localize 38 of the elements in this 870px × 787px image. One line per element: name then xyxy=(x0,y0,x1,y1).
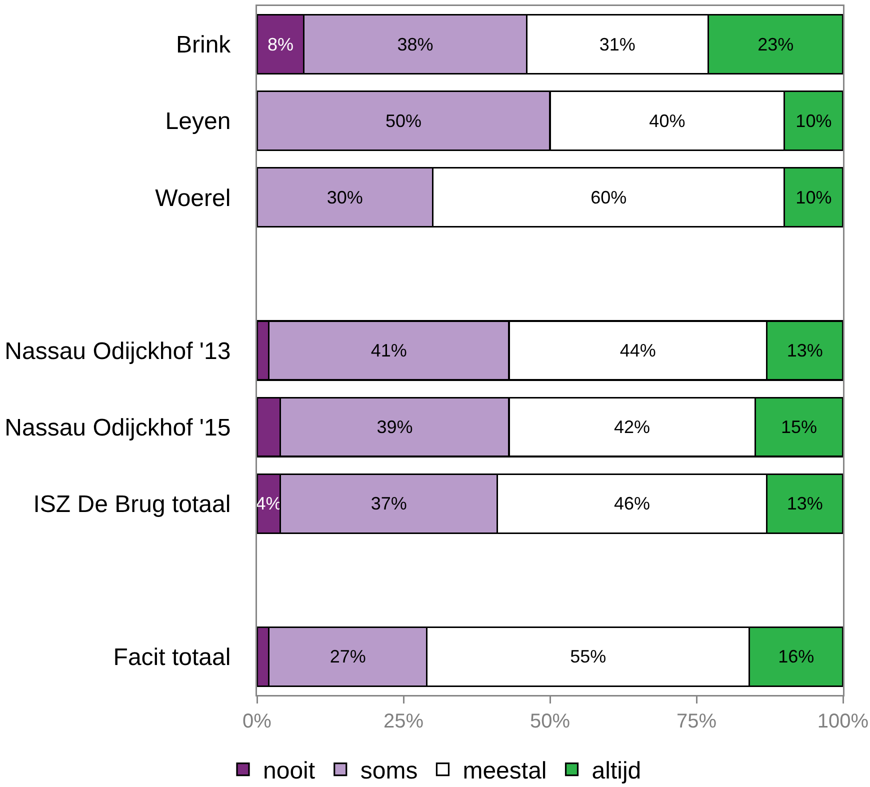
data-label: 27% xyxy=(330,646,366,667)
data-label: 50% xyxy=(385,110,422,131)
legend-label: altijd xyxy=(592,758,642,785)
y-tick-label: ISZ De Brug totaal xyxy=(33,491,231,518)
data-label: 13% xyxy=(786,340,823,360)
legend-label: meestal xyxy=(462,758,547,785)
data-label: 42% xyxy=(614,417,650,438)
legend-label: soms xyxy=(360,758,418,785)
data-label: 37% xyxy=(370,494,407,514)
data-label: 31% xyxy=(599,34,636,54)
y-tick-label: Nassau Odijckhof '13 xyxy=(4,338,231,365)
data-label: 15% xyxy=(781,417,818,438)
data-label: 10% xyxy=(796,187,832,208)
data-label: 38% xyxy=(397,34,434,54)
y-tick-label: Nassau Odijckhof '15 xyxy=(4,414,231,442)
x-tick-label: 0% xyxy=(242,710,272,732)
data-label: 8% xyxy=(267,34,294,54)
data-label: 41% xyxy=(370,340,407,360)
data-label: 10% xyxy=(796,110,832,131)
data-label: 23% xyxy=(758,34,794,54)
data-label: 55% xyxy=(570,646,606,667)
data-label: 39% xyxy=(376,417,413,438)
x-tick-label: 100% xyxy=(817,710,869,732)
data-label: 46% xyxy=(614,494,650,514)
data-label: 16% xyxy=(778,646,814,667)
x-tick-label: 25% xyxy=(383,710,424,732)
y-tick-label: Leyen xyxy=(165,108,231,136)
y-tick-label: Facit totaal xyxy=(113,644,231,672)
data-label: 60% xyxy=(590,187,627,208)
data-label: 30% xyxy=(326,187,363,208)
legend-label: nooit xyxy=(263,758,316,785)
x-tick-label: 75% xyxy=(676,710,717,732)
data-label: 44% xyxy=(620,340,656,360)
y-tick-label: Brink xyxy=(176,32,232,59)
data-label: 40% xyxy=(649,110,686,131)
x-tick-label: 50% xyxy=(530,710,570,732)
y-tick-label: Woerel xyxy=(155,184,231,212)
data-label: 13% xyxy=(786,494,823,514)
